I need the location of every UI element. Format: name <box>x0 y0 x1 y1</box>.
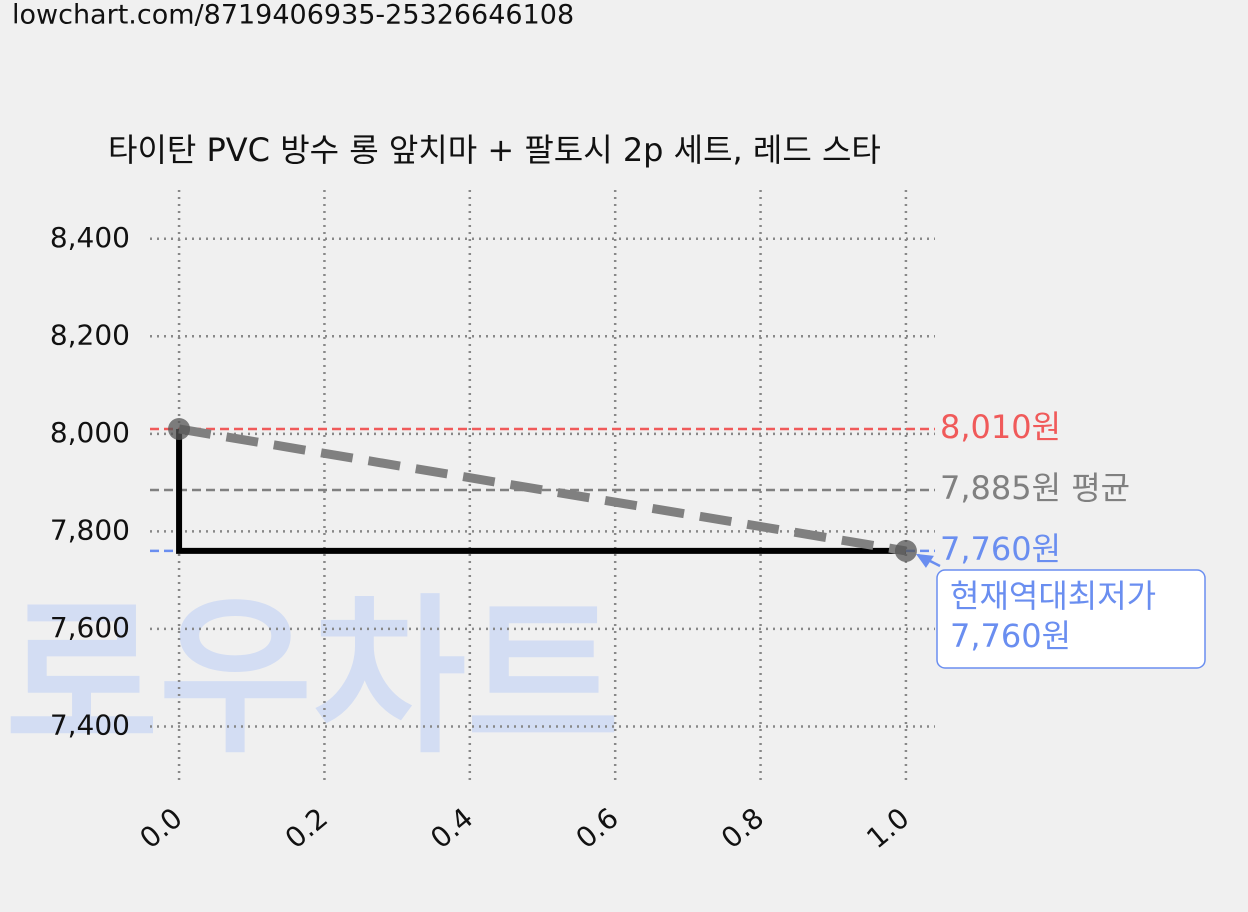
y-tick-label: 7,600 <box>50 611 130 644</box>
reference-label: 7,885원 평균 <box>940 469 1130 507</box>
series-line <box>178 424 907 556</box>
watermark: 로우차트 <box>5 579 620 777</box>
y-tick-label: 7,800 <box>50 513 130 546</box>
series-line <box>176 428 906 554</box>
y-tick-label: 8,400 <box>50 221 130 254</box>
point <box>894 539 917 562</box>
chart-title: 타이탄 PVC 방수 롱 앞치마 + 팔토시 2p 세트, 레드 스타 <box>108 131 881 169</box>
annotation-arrowhead <box>915 553 934 568</box>
reference-label: 7,760원 <box>940 530 1061 568</box>
annotation-text: 7,760원 <box>950 617 1071 655</box>
point <box>168 417 191 440</box>
y-tick-label: 7,400 <box>50 708 130 741</box>
url: lowchart.com/8719406935-25326646108 <box>12 0 574 31</box>
y-tick-label: 8,200 <box>50 318 130 351</box>
y-tick-label: 8,000 <box>50 416 130 449</box>
reference-label: 8,010원 <box>940 408 1061 446</box>
annotation-box <box>936 569 1206 669</box>
annotation-text: 현재역대최저가 <box>950 577 1156 615</box>
